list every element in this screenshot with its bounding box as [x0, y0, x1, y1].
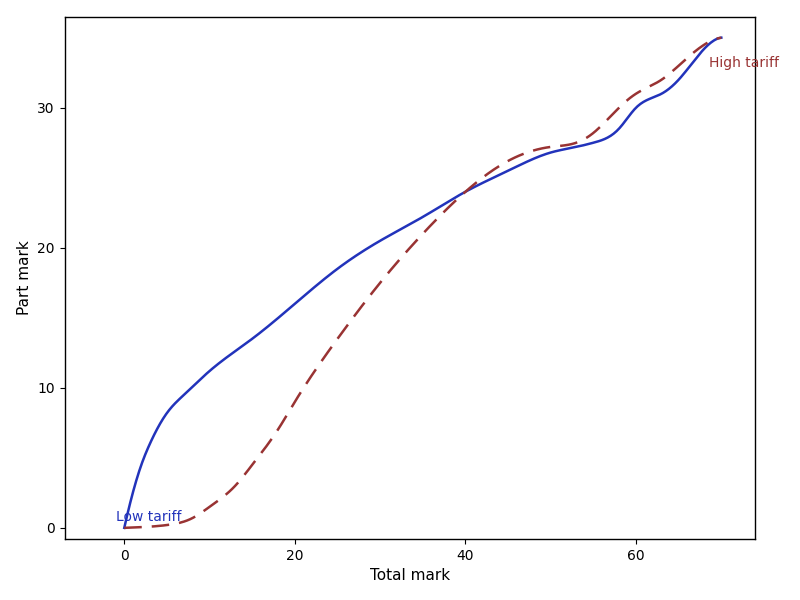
Y-axis label: Part mark: Part mark: [17, 241, 32, 315]
X-axis label: Total mark: Total mark: [370, 568, 450, 583]
Text: High tariff: High tariff: [709, 56, 778, 70]
Text: Low tariff: Low tariff: [116, 509, 182, 524]
